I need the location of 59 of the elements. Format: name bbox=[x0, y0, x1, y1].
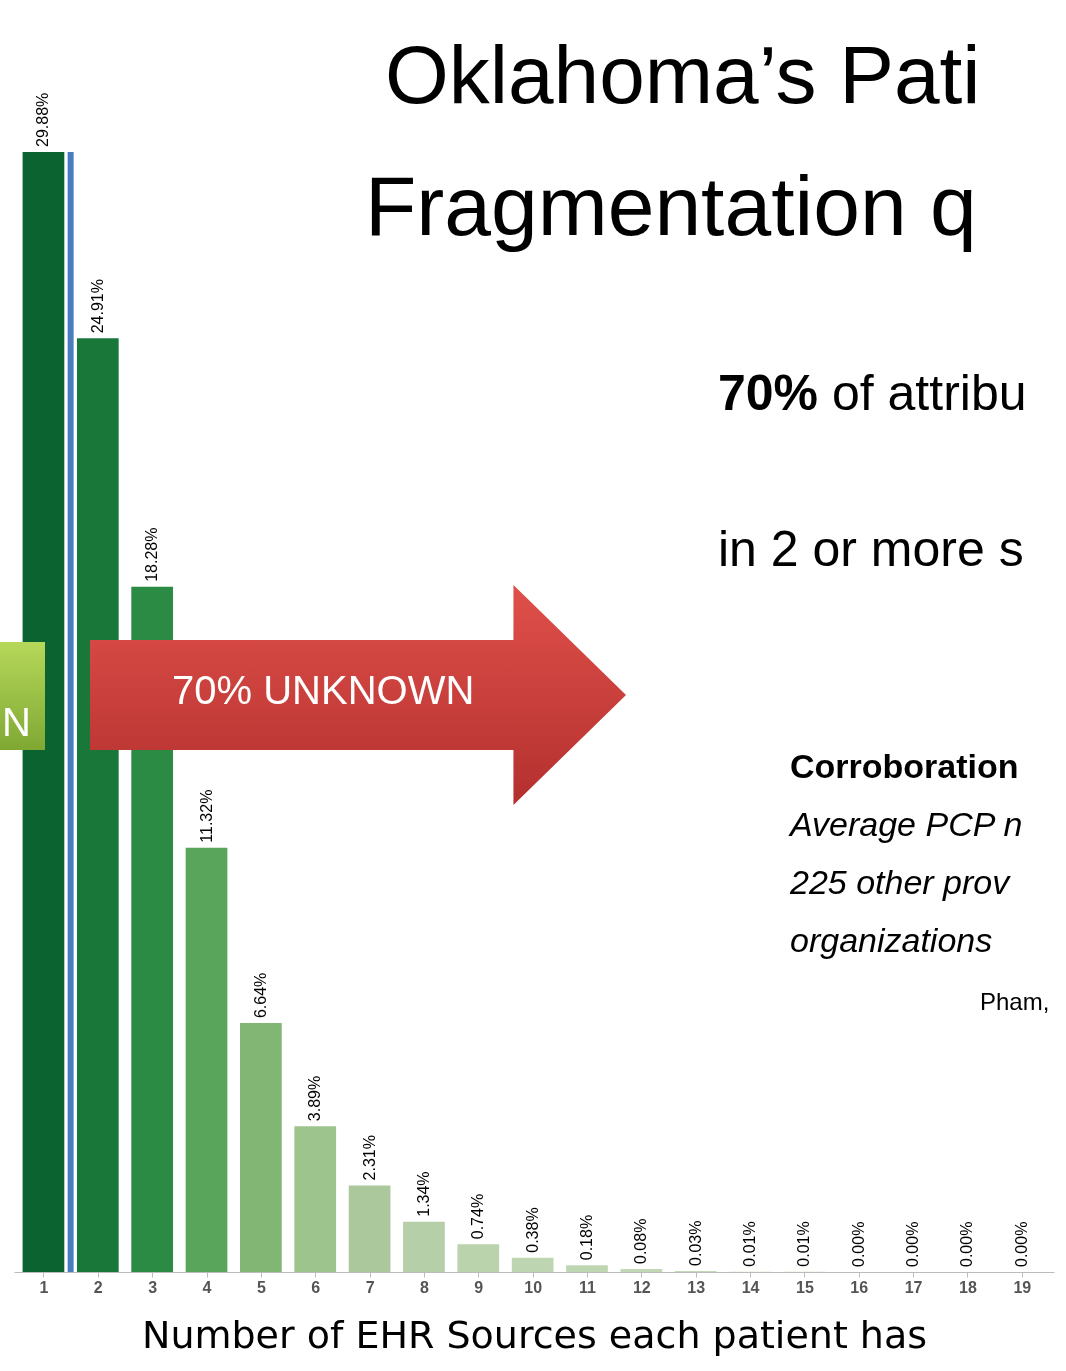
data-label: 0.01% bbox=[795, 1221, 813, 1267]
data-label: 0.00% bbox=[1012, 1221, 1030, 1267]
bar bbox=[620, 1269, 663, 1272]
x-tick-label: 4 bbox=[202, 1278, 212, 1296]
data-label: 0.74% bbox=[469, 1193, 487, 1240]
data-label: 1.34% bbox=[414, 1171, 432, 1217]
annotation: 225 other prov bbox=[790, 863, 1010, 902]
data-label: 0.18% bbox=[577, 1214, 595, 1261]
chart-title: Oklahoma’s Pati Fragmentation q bbox=[365, 28, 981, 255]
data-label: 6.64% bbox=[251, 972, 269, 1019]
bar bbox=[403, 1221, 445, 1272]
bar bbox=[348, 1185, 391, 1272]
x-tick-label: 11 bbox=[579, 1278, 597, 1296]
annotation: Pham, bbox=[980, 988, 1050, 1016]
x-tick-label: 9 bbox=[474, 1278, 484, 1296]
x-axis-title: Number of EHR Sources each patient has bbox=[141, 1312, 928, 1357]
data-label: 0.08% bbox=[632, 1218, 650, 1264]
bar bbox=[240, 1023, 282, 1272]
x-tick-label: 16 bbox=[850, 1278, 869, 1296]
data-label: 29.88% bbox=[34, 92, 52, 147]
annotation: 70% of attribu bbox=[718, 364, 1027, 422]
bar bbox=[185, 847, 228, 1272]
annotation: 70% UNKNOWN bbox=[172, 668, 475, 713]
bar bbox=[294, 1126, 337, 1272]
annotation: organizations bbox=[790, 921, 993, 960]
x-tick-label: 17 bbox=[904, 1278, 923, 1296]
x-tick-label: 2 bbox=[93, 1278, 103, 1296]
data-label: 11.32% bbox=[197, 789, 215, 843]
x-tick-label: 8 bbox=[419, 1278, 429, 1296]
x-tick-label: 15 bbox=[796, 1278, 814, 1296]
x-tick-label: 1 bbox=[39, 1278, 49, 1296]
x-tick-label: 3 bbox=[148, 1278, 158, 1296]
data-label: 18.28% bbox=[143, 527, 161, 582]
x-tick-label: 13 bbox=[687, 1278, 706, 1296]
data-label: 0.03% bbox=[686, 1220, 704, 1266]
data-label: 24.91% bbox=[88, 279, 106, 334]
data-label: 0.01% bbox=[741, 1221, 759, 1267]
x-tick-label: 7 bbox=[365, 1278, 375, 1296]
data-label: 3.89% bbox=[306, 1075, 324, 1122]
annotation: Average PCP n bbox=[790, 805, 1023, 844]
x-tick-label: 14 bbox=[741, 1278, 760, 1296]
x-tick-label: 6 bbox=[311, 1278, 321, 1296]
bar bbox=[566, 1265, 608, 1272]
data-label: 0.38% bbox=[523, 1207, 541, 1253]
annotation: Corroboration bbox=[790, 747, 1019, 786]
x-tick-label: 19 bbox=[1013, 1278, 1032, 1296]
bar bbox=[457, 1244, 500, 1272]
x-tick-label: 18 bbox=[959, 1278, 977, 1296]
bar bbox=[76, 338, 119, 1272]
data-label: 0.00% bbox=[849, 1221, 867, 1267]
data-label: 0.00% bbox=[904, 1221, 922, 1267]
bar bbox=[511, 1257, 554, 1272]
data-label: 2.31% bbox=[360, 1135, 378, 1181]
annotation: in 2 or more s bbox=[718, 520, 1024, 578]
data-label: 0.00% bbox=[958, 1221, 976, 1267]
x-tick-label: 10 bbox=[524, 1278, 543, 1296]
annotation: N bbox=[2, 700, 31, 745]
x-tick-label: 5 bbox=[256, 1278, 266, 1296]
x-tick-label: 12 bbox=[632, 1278, 651, 1296]
